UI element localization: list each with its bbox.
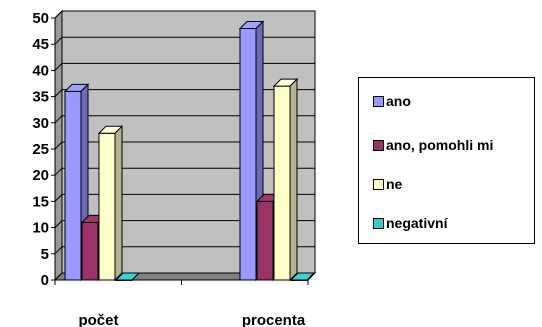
y-tick-label: 0 xyxy=(41,272,49,289)
gridline xyxy=(54,246,315,255)
bar-chart: 0 5 10 15 20 25 30 35 40 45 50 počet procenta xyxy=(32,9,317,327)
gridline xyxy=(54,220,315,228)
legend-item-negativni: negativní xyxy=(373,215,447,231)
y-tick-label: 20 xyxy=(32,167,49,184)
legend-label-ne: ne xyxy=(386,176,403,192)
gridline xyxy=(54,36,315,45)
y-axis-tick-labels: 0 5 10 15 20 25 30 35 40 45 50 xyxy=(32,10,49,289)
y-tick-label: 50 xyxy=(32,10,49,27)
y-tick-label: 30 xyxy=(32,115,49,132)
legend-label-negativni: negativní xyxy=(386,215,448,231)
legend-item-ne: ne xyxy=(373,176,402,192)
gridline xyxy=(54,115,315,124)
y-tick-label: 35 xyxy=(32,89,49,106)
x-category-label: procenta xyxy=(242,312,306,327)
bar-ne-1 xyxy=(272,77,299,282)
bar-negativn--0 xyxy=(114,272,141,281)
legend-swatch-ano-pomohli-mi xyxy=(373,139,384,151)
legend-swatch-ano xyxy=(373,95,384,107)
y-tick-label: 10 xyxy=(32,220,49,237)
legend-label-ano: ano xyxy=(386,93,411,109)
y-tick-label: 40 xyxy=(32,62,49,79)
gridline xyxy=(54,193,315,202)
legend-item-ano: ano xyxy=(373,93,411,109)
y-tick-label: 15 xyxy=(32,193,49,210)
legend-swatch-negativni xyxy=(373,217,384,229)
gridline xyxy=(54,167,315,176)
x-axis-category-labels: počet procenta xyxy=(78,312,305,327)
legend-item-ano-pomohli-mi: ano, pomohli mi xyxy=(373,137,493,153)
bars xyxy=(63,20,316,282)
legend-swatch-ne xyxy=(373,178,384,190)
gridline xyxy=(54,62,315,71)
gridlines xyxy=(51,10,315,281)
y-tick-label: 45 xyxy=(32,36,49,53)
gridline xyxy=(54,10,315,19)
y-tick-label: 5 xyxy=(41,246,49,263)
gridline xyxy=(54,141,315,150)
y-tick-label: 25 xyxy=(32,141,49,158)
gridline xyxy=(54,89,315,97)
bar-negativn--1 xyxy=(289,272,316,281)
x-category-label: počet xyxy=(78,312,118,327)
bar-ne-0 xyxy=(97,125,124,282)
legend: ano ano, pomohli mi ne negativní xyxy=(358,77,535,244)
legend-label-ano-pomohli-mi: ano, pomohli mi xyxy=(386,137,494,153)
